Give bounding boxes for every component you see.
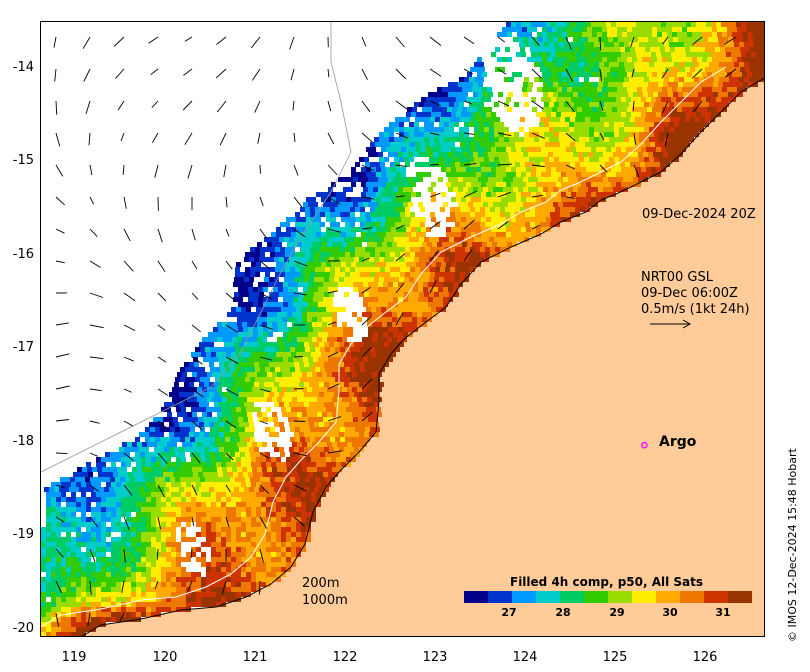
argo-float-marker [641,441,648,449]
lat-tick-label: -17 [12,340,34,355]
isobath-200-label: 200m [302,576,340,591]
lon-tick-label: 124 [512,650,538,665]
lat-tick-label: -20 [12,621,34,636]
lon-tick-label: 122 [332,650,358,665]
lat-tick-label: -14 [12,60,34,75]
sst-pixels [41,22,764,636]
colorbar-segment [560,591,585,603]
current-vectors [53,36,737,627]
lon-tick-label: 123 [422,650,448,665]
currents-time-label: 09-Dec 06:00Z [641,286,738,301]
colorbar-tick: 29 [609,606,625,619]
isobath-1000-label: 1000m [302,593,348,608]
colorbar-tick: 30 [662,606,678,619]
lon-tick-label: 119 [61,650,87,665]
lat-tick-label: -18 [12,434,34,449]
colorbar-segment [512,591,537,603]
colorbar-segment [704,591,729,603]
colorbar-segment [584,591,609,603]
isobath-1000 [41,22,352,473]
lon-tick-label: 125 [602,650,628,665]
sst-map[interactable] [40,21,765,637]
colorbar-segment [680,591,705,603]
current-scale-arrow-icon [650,319,692,329]
colorbar-segment [488,591,513,603]
argo-label: Argo [659,434,697,450]
coastline [81,77,764,636]
lat-tick-label: -16 [12,247,34,262]
credit-label: © IMOS 12-Dec-2024 15:48 Hobart [786,448,799,642]
lat-tick-label: -19 [12,527,34,542]
lat-tick-label: -15 [12,153,34,168]
sst-map-canvas [41,22,764,636]
colorbar [464,591,752,603]
colorbar-segment [728,591,752,603]
currents-source-label: NRT00 GSL [641,270,713,285]
pass-time-label: 09-Dec-2024 20Z [642,207,756,222]
colorbar-tick: 31 [715,606,731,619]
colorbar-segment [536,591,561,603]
colorbar-tick: 27 [501,606,517,619]
colorbar-segment [656,591,681,603]
land-mass [82,78,764,636]
isobath-200 [41,66,727,628]
colorbar-segment [464,591,489,603]
currents-scale-label: 0.5m/s (1kt 24h) [641,302,750,317]
colorbar-segment [608,591,633,603]
colorbar-segment [632,591,657,603]
lon-tick-label: 126 [692,650,718,665]
colorbar-tick: 28 [555,606,571,619]
lon-tick-label: 121 [242,650,268,665]
colorbar-title: Filled 4h comp, p50, All Sats [510,575,704,589]
lon-tick-label: 120 [152,650,178,665]
